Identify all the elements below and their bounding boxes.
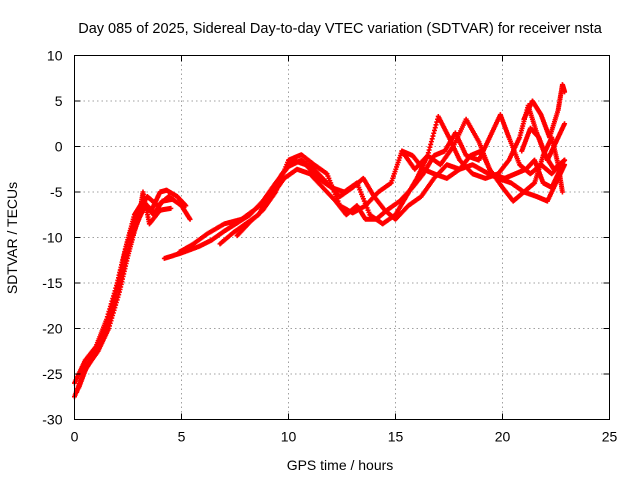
y-tick-label: 5 [55, 93, 63, 109]
series-markers [521, 82, 568, 140]
series-markers [519, 121, 568, 163]
y-tick-label: -5 [50, 184, 63, 200]
x-tick-label: 0 [71, 429, 79, 445]
axis-ticks: 0 5 10 15 20 25 -30 -25 -20 -15 -10 -5 0 5 10 [42, 48, 617, 445]
x-tick-label: 5 [178, 429, 186, 445]
x-tick-label: 20 [495, 429, 511, 445]
series-trace-5 [161, 157, 568, 261]
series-line [163, 159, 566, 260]
y-tick-label: -20 [42, 321, 62, 337]
y-tick-label: -10 [42, 230, 62, 246]
chart-title: Day 085 of 2025, Sidereal Day-to-day VTE… [78, 21, 602, 37]
x-axis-label: GPS time / hours [287, 457, 394, 473]
series-markers [234, 148, 563, 239]
series-trace-8 [234, 148, 563, 239]
series-markers [161, 157, 568, 261]
y-tick-label: 10 [47, 48, 63, 64]
series-trace-4 [76, 189, 174, 391]
x-tick-label: 25 [602, 429, 618, 445]
y-tick-label: -25 [42, 366, 62, 382]
grid [74, 55, 610, 420]
series-markers [72, 187, 189, 386]
series-trace-10 [521, 82, 568, 140]
y-axis-label: SDTVAR / TECUs [4, 182, 20, 294]
series-trace-11 [519, 121, 568, 163]
series-trace-2 [72, 187, 189, 386]
series-markers [76, 189, 174, 391]
data-traces [72, 82, 568, 400]
x-tick-label: 15 [388, 429, 404, 445]
y-tick-label: -15 [42, 275, 62, 291]
plot-frame [74, 55, 610, 420]
x-tick-label: 10 [281, 429, 297, 445]
y-tick-label: -30 [42, 412, 62, 428]
y-tick-label: 0 [55, 139, 63, 155]
